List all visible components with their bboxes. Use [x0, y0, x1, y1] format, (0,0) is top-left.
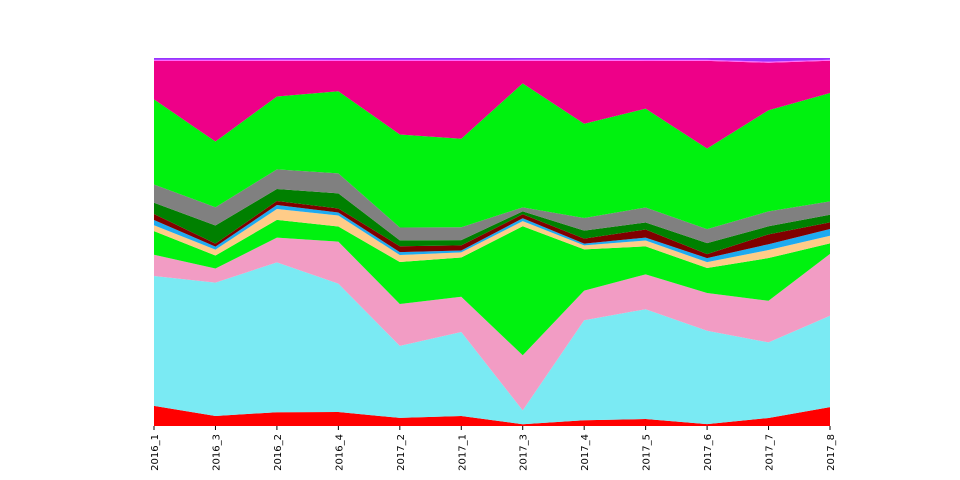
x-tick-label: 2017_7	[765, 434, 776, 471]
area-series-2	[154, 262, 830, 425]
x-tick-label: 2017_2	[396, 434, 407, 471]
area-series-1	[154, 405, 830, 426]
x-tick-label: 2016_3	[211, 434, 222, 471]
x-tick-label: 2017_4	[580, 434, 591, 471]
x-tick-label: 2017_8	[826, 434, 837, 471]
area-series-11	[154, 60, 830, 149]
x-tick-label: 2017_1	[457, 434, 468, 471]
area-series-10	[154, 83, 830, 230]
area-series-3	[154, 237, 830, 411]
x-tick-label: 2017_5	[642, 434, 653, 471]
area-series-4	[154, 219, 830, 356]
x-tick-label: 2016_4	[334, 434, 345, 471]
area-series-9	[154, 169, 830, 244]
area-series-12	[154, 59, 830, 63]
x-tick-label: 2017_6	[703, 434, 714, 471]
area-series-8	[154, 189, 830, 255]
x-tick-label: 2017_3	[519, 434, 530, 471]
x-axis: 2016_1 2016_3 2016_2 2016_4 2017_2 2017_1 2017…	[150, 426, 837, 471]
area-series-13	[154, 58, 830, 62]
x-tick-label: 2016_1	[150, 434, 161, 471]
area-series-5	[154, 208, 830, 269]
x-tick-label: 2016_2	[273, 434, 284, 471]
plot-area	[154, 58, 830, 426]
